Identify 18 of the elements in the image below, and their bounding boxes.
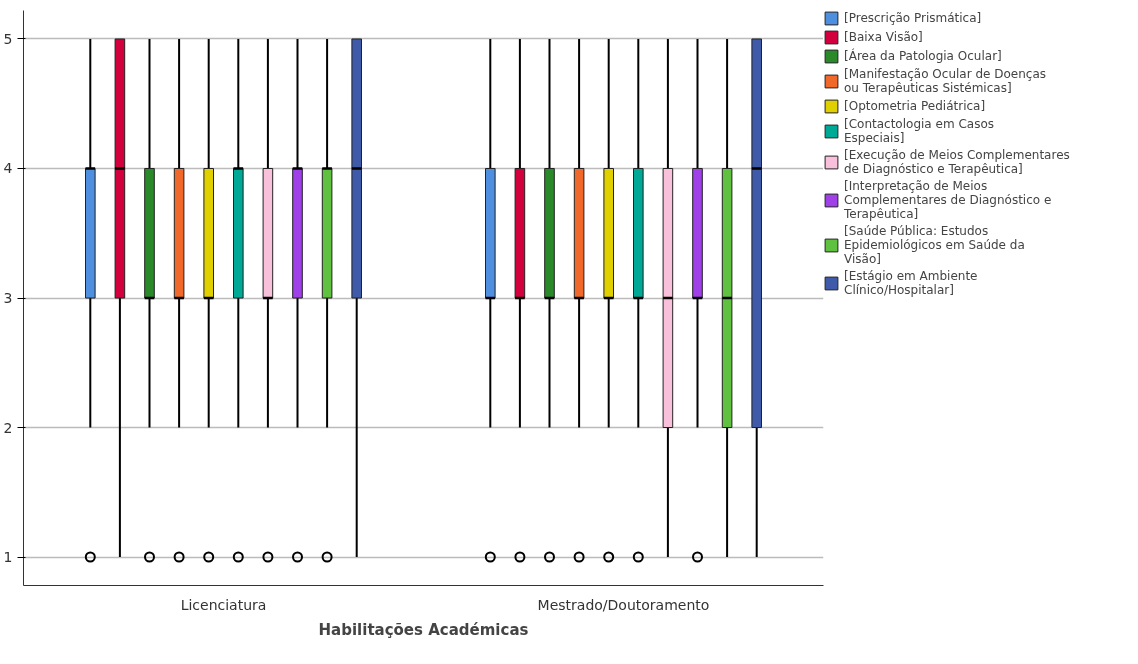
legend-label: [Contactologia em Casos Especiais]: [844, 117, 994, 145]
x-tick-label: Licenciatura: [180, 596, 267, 613]
legend-label: [Baixa Visão]: [844, 30, 923, 44]
y-tick-label: 3: [3, 290, 13, 306]
legend-label: [Prescrição Prismática]: [844, 11, 982, 25]
legend-label: [Manifestação Ocular de Doenças ou Terapêuticas Sistémicas]: [844, 67, 1047, 95]
legend-label: [Saúde Pública: Estudos Epidemiológicos em Saúde da Visão]: [844, 224, 1025, 266]
y-tick-label: 1: [3, 549, 13, 566]
legend-label: [Optometria Pediátrica]: [844, 99, 986, 113]
x-axis-title: Habilitações Académicas: [318, 620, 529, 639]
legend-label: [Área da Patologia Ocular]: [844, 49, 1002, 63]
y-tick-label: 4: [3, 160, 13, 177]
legend-label: [Execução de Meios Complementares de Diagnóstico e Terapêutica]: [844, 148, 1070, 176]
y-tick-label: 5: [3, 30, 13, 47]
x-tick-label: Mestrado/Doutoramento: [537, 596, 710, 613]
legend-label: [Interpretação de Meios Complementares de Diagnóstico e Terapêutica]: [844, 179, 1052, 221]
y-tick-label: 2: [3, 419, 13, 436]
legend-label: [Estágio em Ambiente Clínico/Hospitalar]: [844, 269, 978, 297]
